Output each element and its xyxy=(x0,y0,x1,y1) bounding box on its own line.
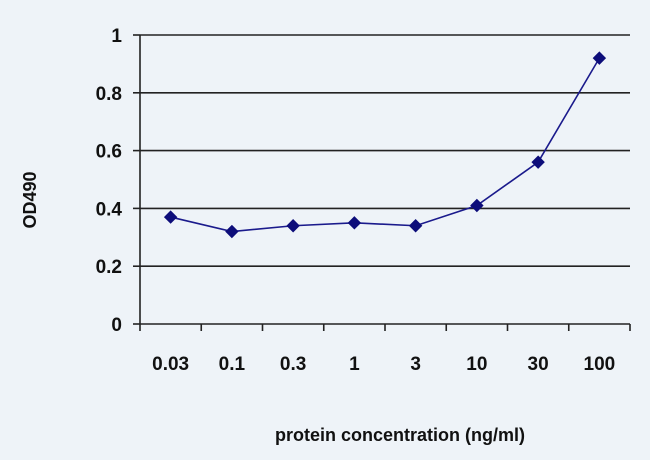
y-tick-label: 1 xyxy=(111,26,122,47)
gridlines xyxy=(140,34,630,268)
x-axis-title: protein concentration (ng/ml) xyxy=(275,425,525,445)
y-tick-label: 0.8 xyxy=(96,84,122,105)
data-point-marker xyxy=(592,51,607,65)
axes xyxy=(133,34,631,331)
x-tick-label: 0.03 xyxy=(152,354,189,375)
series-line xyxy=(170,57,601,233)
data-series xyxy=(163,51,607,239)
x-tick-labels: 0.03 0.1 0.3 1 3 10 30 100 xyxy=(152,354,615,375)
x-tick-label: 10 xyxy=(466,354,487,375)
data-point-marker xyxy=(408,219,423,233)
x-tick-label: 100 xyxy=(584,354,616,375)
data-point-marker xyxy=(286,219,300,233)
x-tick-label: 1 xyxy=(349,354,360,375)
data-point-marker xyxy=(225,224,239,239)
y-tick-label: 0.6 xyxy=(96,142,122,163)
data-point-marker xyxy=(347,216,362,230)
x-tick-label: 0.1 xyxy=(219,354,246,375)
data-point-marker xyxy=(163,210,178,224)
y-tick-label: 0.4 xyxy=(96,199,123,220)
y-tick-label: 0.2 xyxy=(96,257,122,278)
y-tick-label: 0 xyxy=(111,315,122,336)
y-axis-title: OD490 xyxy=(20,171,40,228)
data-point-marker xyxy=(470,198,484,213)
data-point-marker xyxy=(531,155,545,169)
y-tick-labels: 0 0.2 0.4 0.6 0.8 1 xyxy=(96,26,123,336)
x-tick-label: 0.3 xyxy=(280,354,306,375)
x-tick-label: 30 xyxy=(528,354,549,375)
x-tick-label: 3 xyxy=(410,354,421,375)
